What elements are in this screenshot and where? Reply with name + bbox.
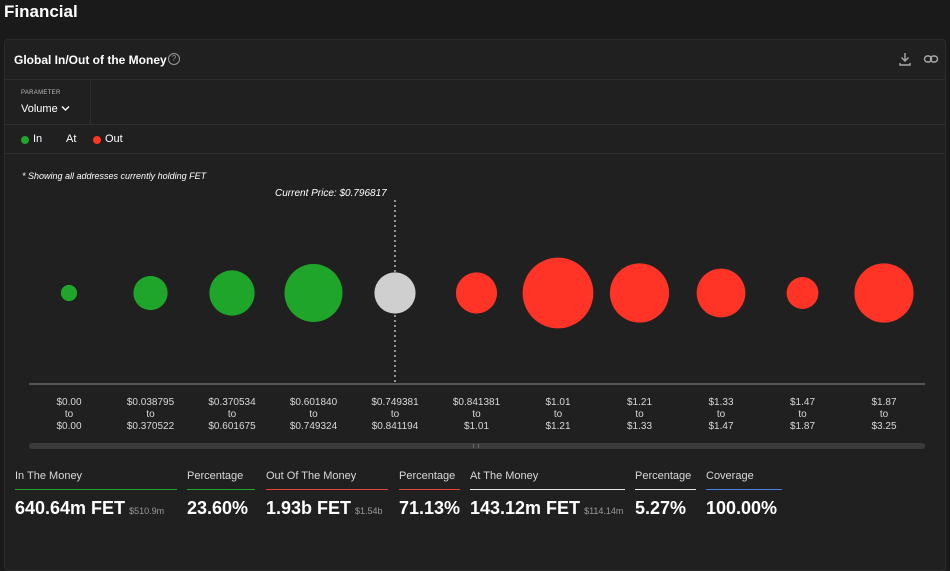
stat-label: Coverage [706,470,754,482]
stat-value: 100.00% [706,498,778,518]
legend-dot-in [21,136,29,144]
stat-label: At The Money [470,470,539,482]
bubble-in[interactable] [60,284,78,302]
legend-label-in: In [33,133,43,145]
stat-underline [635,489,696,490]
legend-dot-out [93,136,101,144]
stat-value: 640.64m FET $510.9m [15,498,165,518]
tick-label: $3.25 [871,421,896,432]
tick-label: $1.21 [627,397,652,408]
holders-note: * Showing all addresses currently holdin… [22,171,207,181]
stat-at-percentage: Percentage 5.27% [635,470,696,519]
tick-label: $1.01 [464,421,489,432]
tick-label-connector: to [717,409,726,420]
stat-label: In The Money [15,470,83,482]
tick-label: $1.47 [708,421,733,432]
stat-value: 1.93b FET $1.54b [266,498,383,518]
divider [5,153,945,154]
divider [5,124,945,125]
current-price-label: Current Price: $0.796817 [275,188,387,199]
bubble-out[interactable] [522,257,594,329]
parameter-value: Volume [21,103,58,115]
tick-label: $0.601675 [208,421,256,432]
parameter-select[interactable]: PARAMETER Volume [5,80,91,124]
stat-in-the-money: In The Money 640.64m FET $510.9m [15,470,177,519]
tick-label-connector: to [146,409,155,420]
tick-label: $0.841194 [372,421,419,432]
help-circle-icon[interactable]: ? [168,53,180,65]
tick-label: $1.01 [545,397,570,408]
stat-value: 23.60% [187,498,249,518]
stat-out-percentage: Percentage 71.13% [399,470,460,519]
tick-label: $0.841381 [453,397,501,408]
bubble-in[interactable] [284,264,343,322]
stat-out-of-the-money: Out Of The Money 1.93b FET $1.54b [266,470,388,519]
legend-label-at: At [66,133,77,145]
bubble-out[interactable] [854,263,914,323]
tick-label: $0.00 [56,397,81,408]
stat-value: 143.12m FET $114.14m [470,498,624,518]
tick-label: $0.370534 [208,397,256,408]
tick-label-connector: to [880,409,889,420]
bubble-out[interactable] [696,268,746,318]
legend-label-out: Out [105,133,123,145]
card-header: Global In/Out of the Money ? [5,40,945,80]
card-title: Global In/Out of the Money [14,53,167,67]
tick-label: $1.47 [790,397,815,408]
bubble-in[interactable] [133,275,168,311]
bubble-at[interactable] [374,272,416,314]
bubble-out[interactable] [455,272,498,314]
tick-label: $0.038795 [127,397,175,408]
tick-label-connector: to [635,409,644,420]
stat-underline [266,489,388,490]
tick-label: $1.33 [627,421,652,432]
stat-label: Percentage [635,470,692,482]
tick-label: $0.370522 [127,421,175,432]
tick-label: $1.33 [708,397,733,408]
chart-scrollbar[interactable] [29,443,925,449]
stat-underline [706,489,782,490]
stat-value: 5.27% [635,498,687,518]
tick-label: $1.21 [545,421,570,432]
tick-label-connector: to [472,409,481,420]
stat-sub-value: $510.9m [129,506,165,516]
section-title: Financial [4,2,78,21]
scrollbar-grip[interactable] [473,444,479,448]
stat-underline [187,489,255,490]
bubble-chart: Current Price: $0.796817$0.00to$0.00$0.0… [29,188,925,432]
tick-label-connector: to [228,409,237,420]
link-icon[interactable] [923,51,939,67]
bubble-out[interactable] [609,263,670,323]
stat-coverage: Coverage 100.00% [706,470,782,519]
tick-label-connector: to [309,409,318,420]
stat-underline [470,489,625,490]
tick-label: $0.749324 [290,421,338,432]
tick-label: $0.00 [56,421,81,432]
tick-label-connector: to [65,409,74,420]
stat-label: Percentage [187,470,244,482]
stat-label: Out Of The Money [266,470,357,482]
in-out-money-card: Global In/Out of the Money ? PARAMETER V… [4,39,946,571]
tick-label: $0.749381 [371,397,419,408]
tick-label-connector: to [391,409,400,420]
download-icon[interactable] [897,51,913,67]
bubble-in[interactable] [209,270,255,316]
stat-value: 71.13% [399,498,461,518]
tick-label: $0.601840 [290,397,338,408]
tick-label: $1.87 [790,421,815,432]
stat-sub-value: $1.54b [355,506,383,516]
stat-label: Percentage [399,470,456,482]
parameter-label: PARAMETER [21,90,61,96]
stat-at-the-money: At The Money 143.12m FET $114.14m [470,470,625,519]
tick-label-connector: to [798,409,807,420]
tick-label: $1.87 [871,397,896,408]
bubble-out[interactable] [786,277,819,309]
tick-label-connector: to [554,409,563,420]
stat-sub-value: $114.14m [584,506,624,516]
stat-in-percentage: Percentage 23.60% [187,470,255,519]
stat-underline [399,489,460,490]
chevron-down-icon [61,106,70,111]
stat-underline [15,489,177,490]
